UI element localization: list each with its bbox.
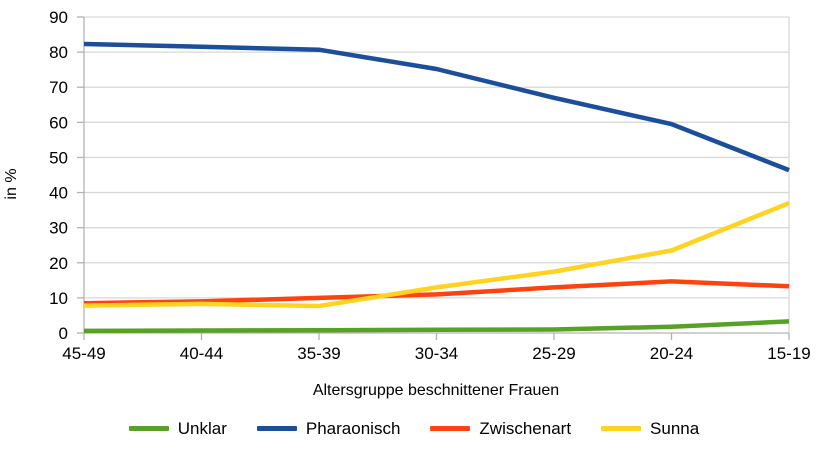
series-line-pharaonisch	[83, 41, 790, 173]
legend-swatch-pharaonisch	[256, 426, 297, 431]
x-tick-label-35-39: 35-39	[297, 344, 340, 363]
y-tick-label-50: 50	[49, 148, 68, 167]
x-tick-label-45-49: 45-49	[62, 344, 105, 363]
y-tick-label-80: 80	[49, 43, 68, 62]
y-axis-title: in %	[3, 168, 20, 199]
axes-group	[77, 16, 790, 340]
gridlines-group	[84, 16, 790, 333]
x-tick-label-25-29: 25-29	[532, 344, 575, 363]
x-axis-title: Altersgruppe beschnittener Frauen	[313, 382, 559, 399]
legend-label-pharaonisch: Pharaonisch	[305, 419, 401, 438]
legend-item-unklar: Unklar	[128, 419, 227, 438]
legend-item-sunna: Sunna	[601, 420, 699, 437]
legend-label-unklar: Unklar	[177, 419, 227, 438]
legend-swatch-sunna	[601, 426, 642, 431]
x-tick-label-40-44: 40-44	[180, 344, 223, 363]
y-tick-label-90: 90	[49, 8, 68, 27]
series-line-unklar	[83, 319, 790, 334]
series-line-zwischenart	[83, 279, 790, 306]
y-tick-label-40: 40	[49, 184, 68, 203]
y-tick-label-30: 30	[49, 219, 68, 238]
y-tick-label-60: 60	[49, 113, 68, 132]
legend-item-zwischenart: Zwischenart	[430, 420, 571, 437]
chart-legend: Unklar Pharaonisch Zwischenart Sunna	[0, 420, 828, 437]
y-tick-label-10: 10	[49, 289, 68, 308]
series-lines-group	[83, 41, 790, 334]
legend-swatch-unklar	[128, 426, 169, 431]
legend-label-zwischenart: Zwischenart	[479, 419, 572, 438]
x-tick-label-30-34: 30-34	[415, 344, 458, 363]
legend-label-sunna: Sunna	[650, 419, 700, 438]
tick-labels-group: 0 10 20 30 40 50 60 70 80 90 45-49 40-44 35-39 30-34 2…	[49, 8, 811, 363]
x-tick-label-20-24: 20-24	[650, 344, 693, 363]
x-tick-label-15-19: 15-19	[767, 344, 810, 363]
legend-item-pharaonisch: Pharaonisch	[256, 419, 401, 438]
y-tick-label-0: 0	[59, 324, 68, 343]
series-line-sunna	[83, 201, 790, 309]
y-tick-label-70: 70	[49, 78, 68, 97]
legend-swatch-zwischenart	[430, 426, 471, 431]
y-tick-label-20: 20	[49, 254, 68, 273]
